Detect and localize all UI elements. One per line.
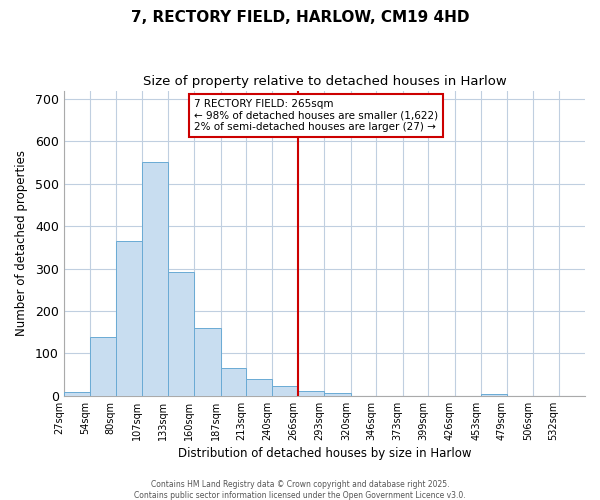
Bar	[64, 392, 90, 396]
Title: Size of property relative to detached houses in Harlow: Size of property relative to detached ho…	[143, 75, 506, 88]
Bar	[481, 394, 506, 396]
Bar	[194, 328, 221, 396]
Text: 7, RECTORY FIELD, HARLOW, CM19 4HD: 7, RECTORY FIELD, HARLOW, CM19 4HD	[131, 10, 469, 25]
Bar	[167, 272, 194, 396]
Bar	[325, 393, 351, 396]
Bar	[116, 241, 142, 396]
Bar	[90, 338, 116, 396]
Bar	[246, 379, 272, 396]
Bar	[272, 386, 298, 396]
Text: Contains HM Land Registry data © Crown copyright and database right 2025.
Contai: Contains HM Land Registry data © Crown c…	[134, 480, 466, 500]
Text: 7 RECTORY FIELD: 265sqm
← 98% of detached houses are smaller (1,622)
2% of semi-: 7 RECTORY FIELD: 265sqm ← 98% of detache…	[194, 99, 438, 132]
Bar	[221, 368, 246, 396]
X-axis label: Distribution of detached houses by size in Harlow: Distribution of detached houses by size …	[178, 447, 471, 460]
Bar	[298, 391, 325, 396]
Bar	[142, 162, 167, 396]
Y-axis label: Number of detached properties: Number of detached properties	[15, 150, 28, 336]
